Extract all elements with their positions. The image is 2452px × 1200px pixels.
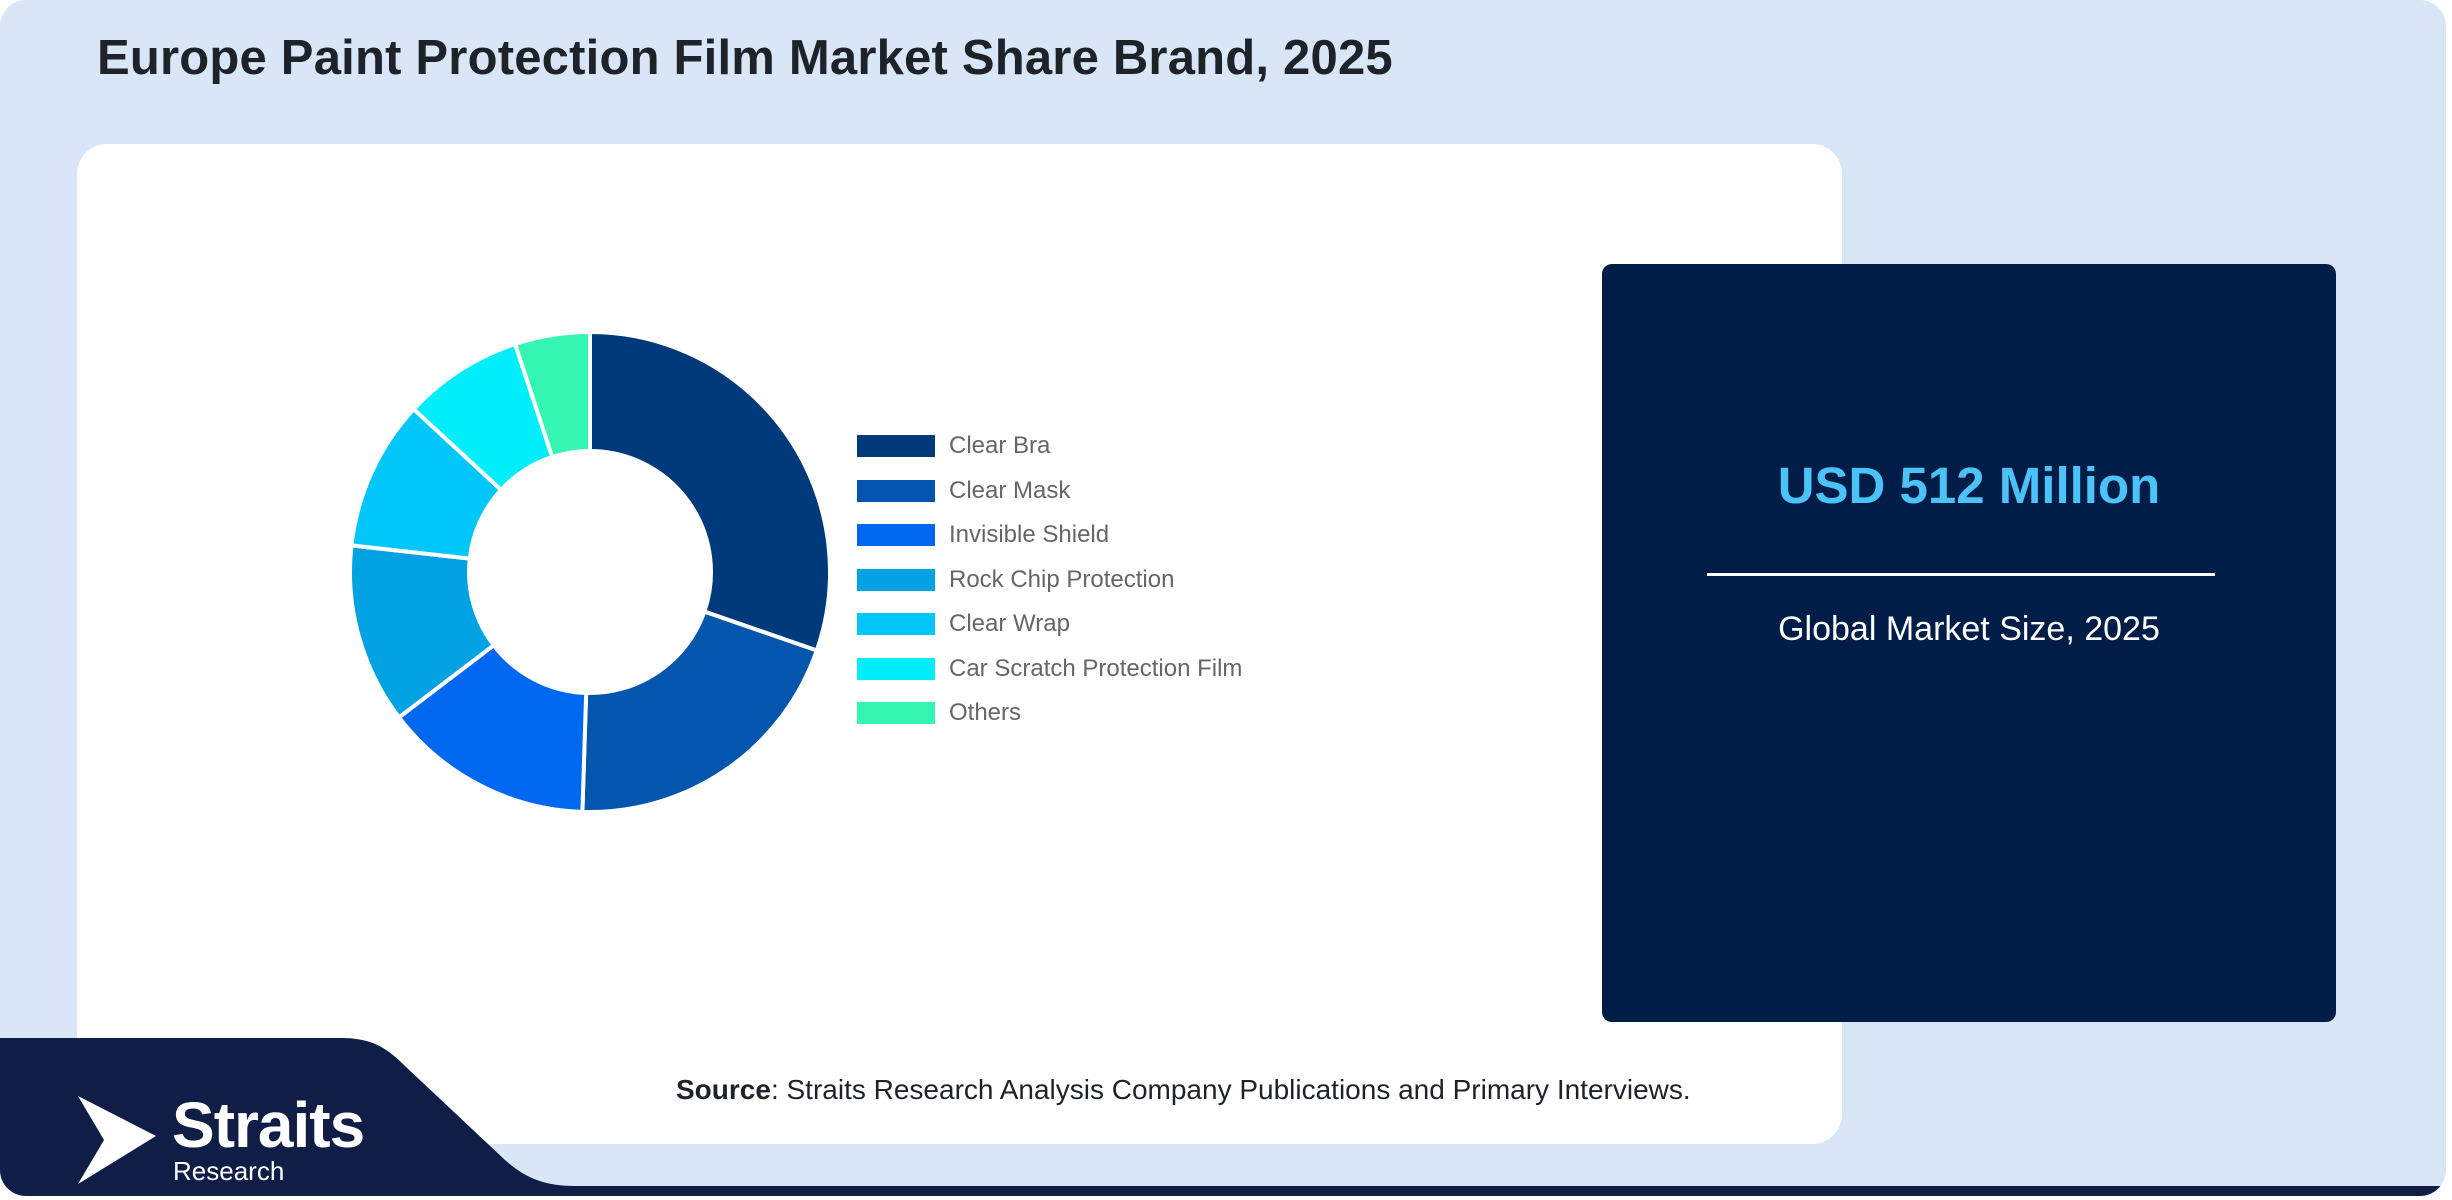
chart-title: Europe Paint Protection Film Market Shar…	[97, 31, 1393, 85]
legend-item-clear-bra: Clear Bra	[857, 424, 1242, 469]
donut-slice-clear-bra	[588, 329, 832, 654]
legend-swatch	[857, 568, 935, 591]
legend-label: Clear Mask	[949, 476, 1071, 504]
legend-label: Others	[949, 699, 1022, 727]
legend-item-clear-mask: Clear Mask	[857, 469, 1242, 514]
market-size-divider	[1707, 573, 2215, 576]
legend-item-clear-wrap: Clear Wrap	[857, 602, 1242, 647]
straits-logo: Straits Research	[78, 1089, 398, 1186]
legend-swatch	[857, 613, 935, 636]
legend-swatch	[857, 702, 935, 725]
source-note: Source: Straits Research Analysis Compan…	[676, 1074, 1691, 1106]
donut-chart	[348, 329, 832, 814]
legend-swatch	[857, 657, 935, 680]
legend-label: Clear Bra	[949, 432, 1051, 460]
legend-label: Rock Chip Protection	[949, 565, 1175, 593]
legend-swatch	[857, 524, 935, 547]
logo-subtitle: Research	[173, 1156, 285, 1186]
chart-legend: Clear Bra Clear Mask Invisible Shield Rock …	[857, 424, 1242, 736]
market-size-value: USD 512 Million	[1777, 457, 2161, 514]
logo-arrow-icon	[78, 1096, 156, 1184]
legend-item-invisible-shield: Invisible Shield	[857, 513, 1242, 558]
footer-band	[0, 1038, 2446, 1196]
donut-slice-others	[512, 329, 592, 460]
logo-name: Straits	[172, 1089, 365, 1161]
market-size-card: USD 512 Million Global Market Size, 2025	[1602, 264, 2336, 1022]
legend-label: Car Scratch Protection Film	[949, 654, 1243, 682]
legend-swatch	[857, 479, 935, 502]
legend-item-others: Others	[857, 691, 1242, 736]
legend-item-rock-chip-protection: Rock Chip Protection	[857, 558, 1242, 603]
legend-label: Invisible Shield	[949, 521, 1110, 549]
source-label: Source	[676, 1074, 771, 1105]
donut-slice-clear-mask	[580, 609, 820, 814]
donut-slice-invisible-shield	[396, 642, 589, 814]
market-size-caption: Global Market Size, 2025	[1778, 610, 2160, 648]
source-text: : Straits Research Analysis Company Publ…	[770, 1074, 1691, 1105]
legend-item-car-scratch-protection-film: Car Scratch Protection Film	[857, 647, 1242, 692]
legend-swatch	[857, 435, 935, 458]
legend-label: Clear Wrap	[949, 610, 1070, 638]
